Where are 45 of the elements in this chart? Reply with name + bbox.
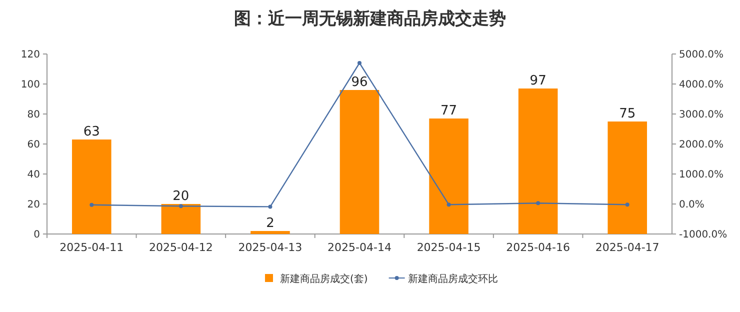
bar <box>518 88 558 234</box>
y-tick-label: 20 <box>27 200 40 210</box>
y-tick-label: 60 <box>27 140 40 150</box>
point <box>625 202 630 207</box>
x-tick-label: 2025-04-16 <box>506 241 570 254</box>
y-tick-label: 80 <box>27 110 40 120</box>
data-label: 77 <box>440 104 458 118</box>
legend-label: 新建商品房成交(套) <box>280 273 368 285</box>
y2-tick-label: -1000.0% <box>679 230 728 240</box>
y-tick-label: 40 <box>27 170 40 180</box>
data-label: 63 <box>83 124 100 140</box>
y2-tick-label: 1000.0% <box>679 170 724 180</box>
chart-title: 图：近一周无锡新建商品房成交走势 <box>234 9 506 29</box>
y-tick-label: 120 <box>20 50 40 60</box>
x-tick-label: 2025-04-14 <box>328 241 392 254</box>
point <box>536 201 540 206</box>
bar <box>72 140 112 234</box>
bar <box>161 204 201 234</box>
data-label: 96 <box>351 75 368 90</box>
point <box>358 61 362 65</box>
point <box>268 204 272 209</box>
data-label: 75 <box>619 106 636 122</box>
y2-tick-label: 0.0% <box>679 200 704 210</box>
legend-label: 新建商品房成交环比 <box>408 273 498 285</box>
point <box>90 202 94 207</box>
bar <box>340 90 380 234</box>
y2-tick-label: 5000.0% <box>679 50 724 60</box>
point <box>178 204 183 208</box>
bar <box>608 122 647 234</box>
x-tick-label: 2025-04-12 <box>148 241 213 254</box>
y2-tick-label: 2000.0% <box>679 140 724 150</box>
bar <box>250 231 290 234</box>
y2-tick-label: 4000.0% <box>679 80 724 90</box>
x-tick-label: 2025-04-17 <box>595 241 660 254</box>
x-tick-label: 2025-04-11 <box>60 241 124 254</box>
y-tick-label: 0 <box>34 230 40 240</box>
point <box>446 202 451 207</box>
data-label: 97 <box>530 74 546 88</box>
y2-tick-label: 3000.0% <box>679 110 724 120</box>
y-tick-label: 100 <box>20 80 40 90</box>
bar <box>429 118 468 234</box>
data-label: 2 <box>266 216 274 231</box>
x-tick-label: 2025-04-15 <box>416 241 481 254</box>
data-label: 20 <box>172 189 190 204</box>
x-tick-label: 2025-04-13 <box>238 241 302 254</box>
